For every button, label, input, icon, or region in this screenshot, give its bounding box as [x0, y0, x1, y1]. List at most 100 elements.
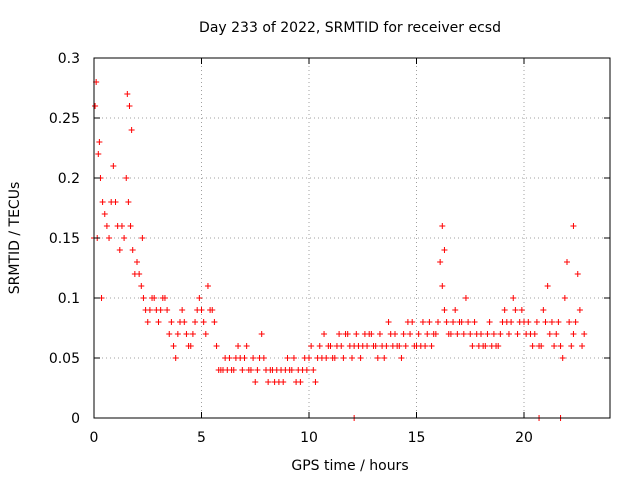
data-point	[323, 355, 330, 361]
data-point	[372, 343, 379, 349]
data-point	[265, 379, 272, 385]
data-point	[327, 343, 334, 349]
data-point	[235, 343, 242, 349]
y-tick-label: 0.15	[49, 231, 80, 247]
x-tick-label: 20	[515, 430, 533, 446]
data-point	[518, 307, 525, 313]
axis-ticks: 0 5 10 15 20 0 0.05 0.1 0.15 0.2 0.25 0.3	[49, 51, 610, 446]
data-point	[110, 163, 117, 169]
data-point	[166, 331, 173, 337]
data-point	[198, 307, 205, 313]
data-point	[187, 343, 194, 349]
data-point	[561, 295, 568, 301]
data-point	[357, 355, 364, 361]
data-point	[529, 343, 536, 349]
data-point	[106, 235, 113, 241]
data-point	[497, 331, 504, 337]
data-point	[546, 331, 553, 337]
data-point	[213, 343, 220, 349]
data-point	[426, 319, 433, 325]
data-point	[407, 331, 414, 337]
data-point	[428, 343, 435, 349]
data-point	[338, 343, 345, 349]
data-point	[144, 319, 151, 325]
data-point	[247, 367, 254, 373]
y-tick-label: 0.05	[49, 351, 80, 367]
data-point	[316, 343, 323, 349]
data-point	[548, 319, 555, 325]
data-point	[290, 355, 297, 361]
y-tick-label: 0.3	[58, 51, 80, 67]
data-point	[92, 103, 99, 109]
data-point	[134, 259, 140, 265]
data-point	[581, 331, 588, 337]
data-point	[95, 151, 102, 157]
data-point	[514, 331, 521, 337]
data-point	[531, 331, 538, 337]
data-point	[172, 355, 179, 361]
data-point	[450, 319, 457, 325]
data-point	[209, 307, 216, 313]
data-point	[123, 175, 130, 181]
data-point	[381, 355, 388, 361]
data-point	[551, 343, 558, 349]
data-point	[525, 319, 532, 325]
data-point	[570, 223, 577, 229]
data-point	[312, 379, 319, 385]
data-point	[441, 247, 448, 253]
data-point	[340, 355, 347, 361]
data-point	[495, 343, 502, 349]
data-point	[157, 307, 164, 313]
data-point	[490, 331, 497, 337]
data-point	[321, 331, 328, 337]
data-point	[303, 367, 310, 373]
data-point	[533, 319, 540, 325]
data-point	[125, 199, 132, 205]
data-point	[544, 283, 551, 289]
data-point	[288, 367, 295, 373]
data-point	[553, 331, 560, 337]
y-tick-label: 0.1	[58, 291, 80, 307]
data-point	[469, 343, 476, 349]
data-point	[439, 283, 446, 289]
data-point	[396, 343, 403, 349]
data-point	[241, 355, 248, 361]
data-point	[501, 307, 508, 313]
data-point	[570, 331, 577, 337]
data-point	[331, 355, 338, 361]
data-point	[336, 331, 343, 337]
data-point	[572, 319, 579, 325]
data-point	[579, 343, 586, 349]
data-point	[136, 271, 143, 277]
data-point	[564, 259, 570, 265]
data-point	[419, 319, 426, 325]
data-point	[402, 343, 409, 349]
data-point	[482, 343, 489, 349]
data-point	[467, 331, 474, 337]
data-point	[126, 103, 133, 109]
data-point	[96, 139, 103, 145]
data-point	[376, 331, 383, 337]
x-tick-label: 15	[408, 430, 426, 446]
data-point	[128, 127, 135, 133]
data-point	[230, 367, 237, 373]
data-point	[465, 319, 472, 325]
data-point	[374, 355, 381, 361]
y-tick-label: 0.25	[49, 111, 80, 127]
data-point	[202, 331, 209, 337]
data-point	[306, 355, 312, 361]
data-point	[211, 319, 218, 325]
x-tick-label: 0	[90, 430, 99, 446]
x-axis-label: GPS time / hours	[291, 458, 408, 474]
data-point	[127, 223, 134, 229]
data-point	[415, 331, 422, 337]
data-point	[364, 343, 371, 349]
data-point	[435, 319, 441, 325]
data-point	[458, 319, 465, 325]
data-point	[196, 295, 203, 301]
data-point	[226, 355, 233, 361]
data-point	[392, 331, 398, 337]
data-point	[437, 259, 444, 265]
